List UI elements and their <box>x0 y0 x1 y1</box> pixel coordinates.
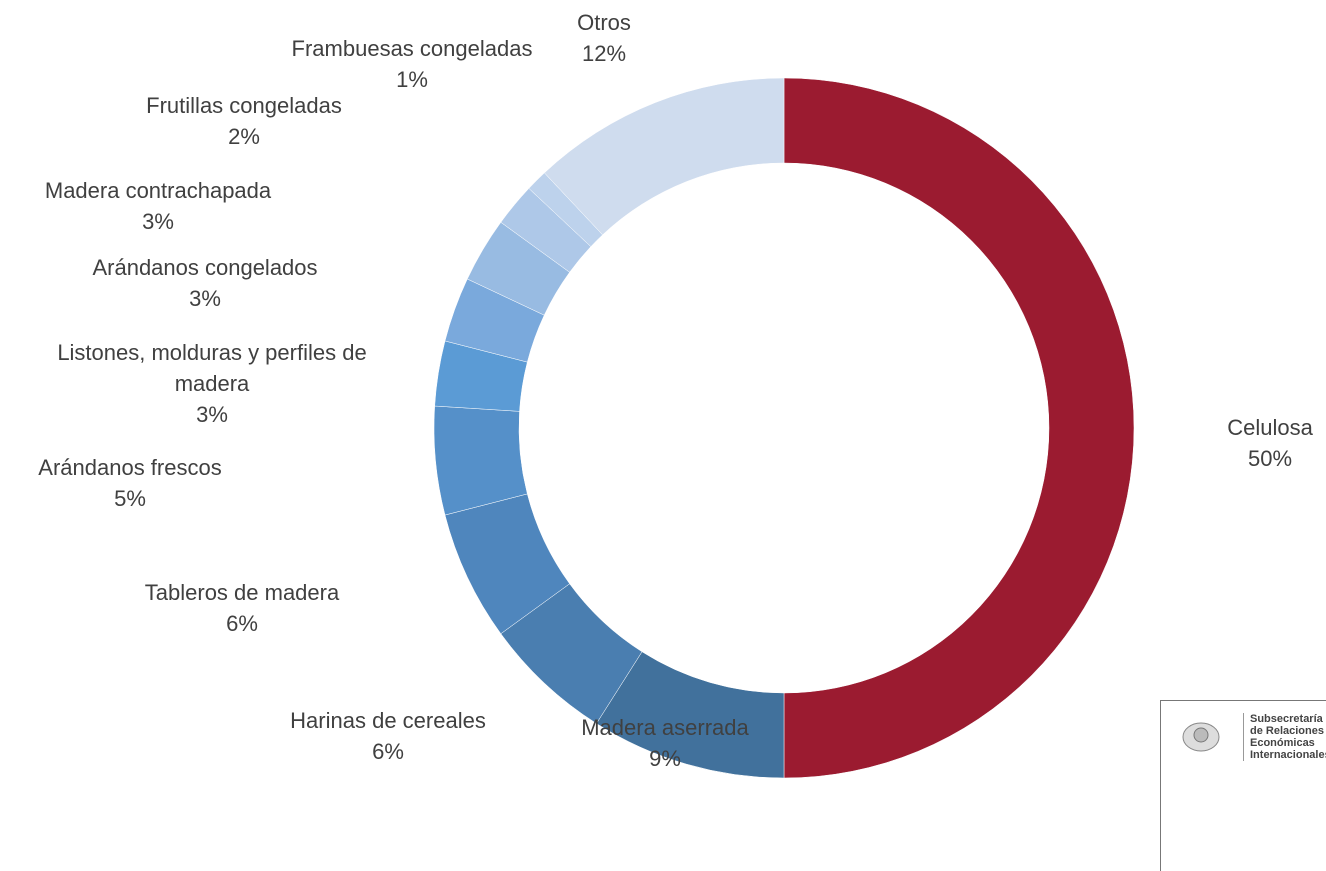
value-label: 1% <box>396 67 428 92</box>
category-label: Madera aserrada <box>581 715 749 740</box>
category-label: Tableros de madera <box>144 580 340 605</box>
logo-text: Subsecretaría de Relaciones Económicas Inte… <box>1243 713 1326 761</box>
slice-label: Madera contrachapada 3% <box>45 175 271 237</box>
logo-line: Económicas <box>1250 737 1315 749</box>
value-label: 5% <box>114 486 146 511</box>
category-label: Arándanos frescos <box>38 455 222 480</box>
value-label: 9% <box>649 746 681 771</box>
value-label: 2% <box>228 124 260 149</box>
slice-label: Celulosa 50% <box>1227 412 1313 474</box>
category-label: Madera contrachapada <box>44 178 272 203</box>
value-label: 6% <box>226 611 258 636</box>
category-label: Listones, molduras y perfiles de madera <box>57 340 367 396</box>
category-label: Frambuesas congeladas <box>291 36 533 61</box>
donut-slice <box>544 77 785 236</box>
slice-label: Tableros de madera 6% <box>145 577 339 639</box>
category-label: Frutillas congeladas <box>146 93 342 118</box>
value-label: 12% <box>581 41 627 66</box>
category-label: Harinas de cereales <box>290 708 486 733</box>
donut-slice <box>783 77 1135 779</box>
slice-label: Arándanos congelados 3% <box>92 252 317 314</box>
logo: Subsecretaría de Relaciones Económicas Inte… <box>1160 700 1326 871</box>
slice-label: Arándanos frescos 5% <box>38 452 221 514</box>
slice-label: Listones, molduras y perfiles de madera 3… <box>40 337 385 430</box>
value-label: 3% <box>196 402 228 427</box>
value-label: 3% <box>189 286 221 311</box>
category-label: Celulosa <box>1227 415 1313 440</box>
value-label: 3% <box>142 209 174 234</box>
value-label: 6% <box>372 739 404 764</box>
slice-label: Frutillas congeladas 2% <box>146 90 342 152</box>
slice-label: Harinas de cereales 6% <box>290 705 486 767</box>
logo-line: Subsecretaría <box>1250 713 1323 725</box>
category-label: Arándanos congelados <box>92 255 318 280</box>
logo-line: Internacionales <box>1250 749 1326 761</box>
logo-line: de Relaciones <box>1250 725 1324 737</box>
slice-label: Madera aserrada 9% <box>581 712 749 774</box>
slice-label: Otros 12% <box>577 7 631 69</box>
slice-label: Frambuesas congeladas 1% <box>292 33 533 95</box>
crest <box>1182 722 1220 752</box>
value-label: 50% <box>1247 446 1293 471</box>
category-label: Otros <box>577 10 631 35</box>
